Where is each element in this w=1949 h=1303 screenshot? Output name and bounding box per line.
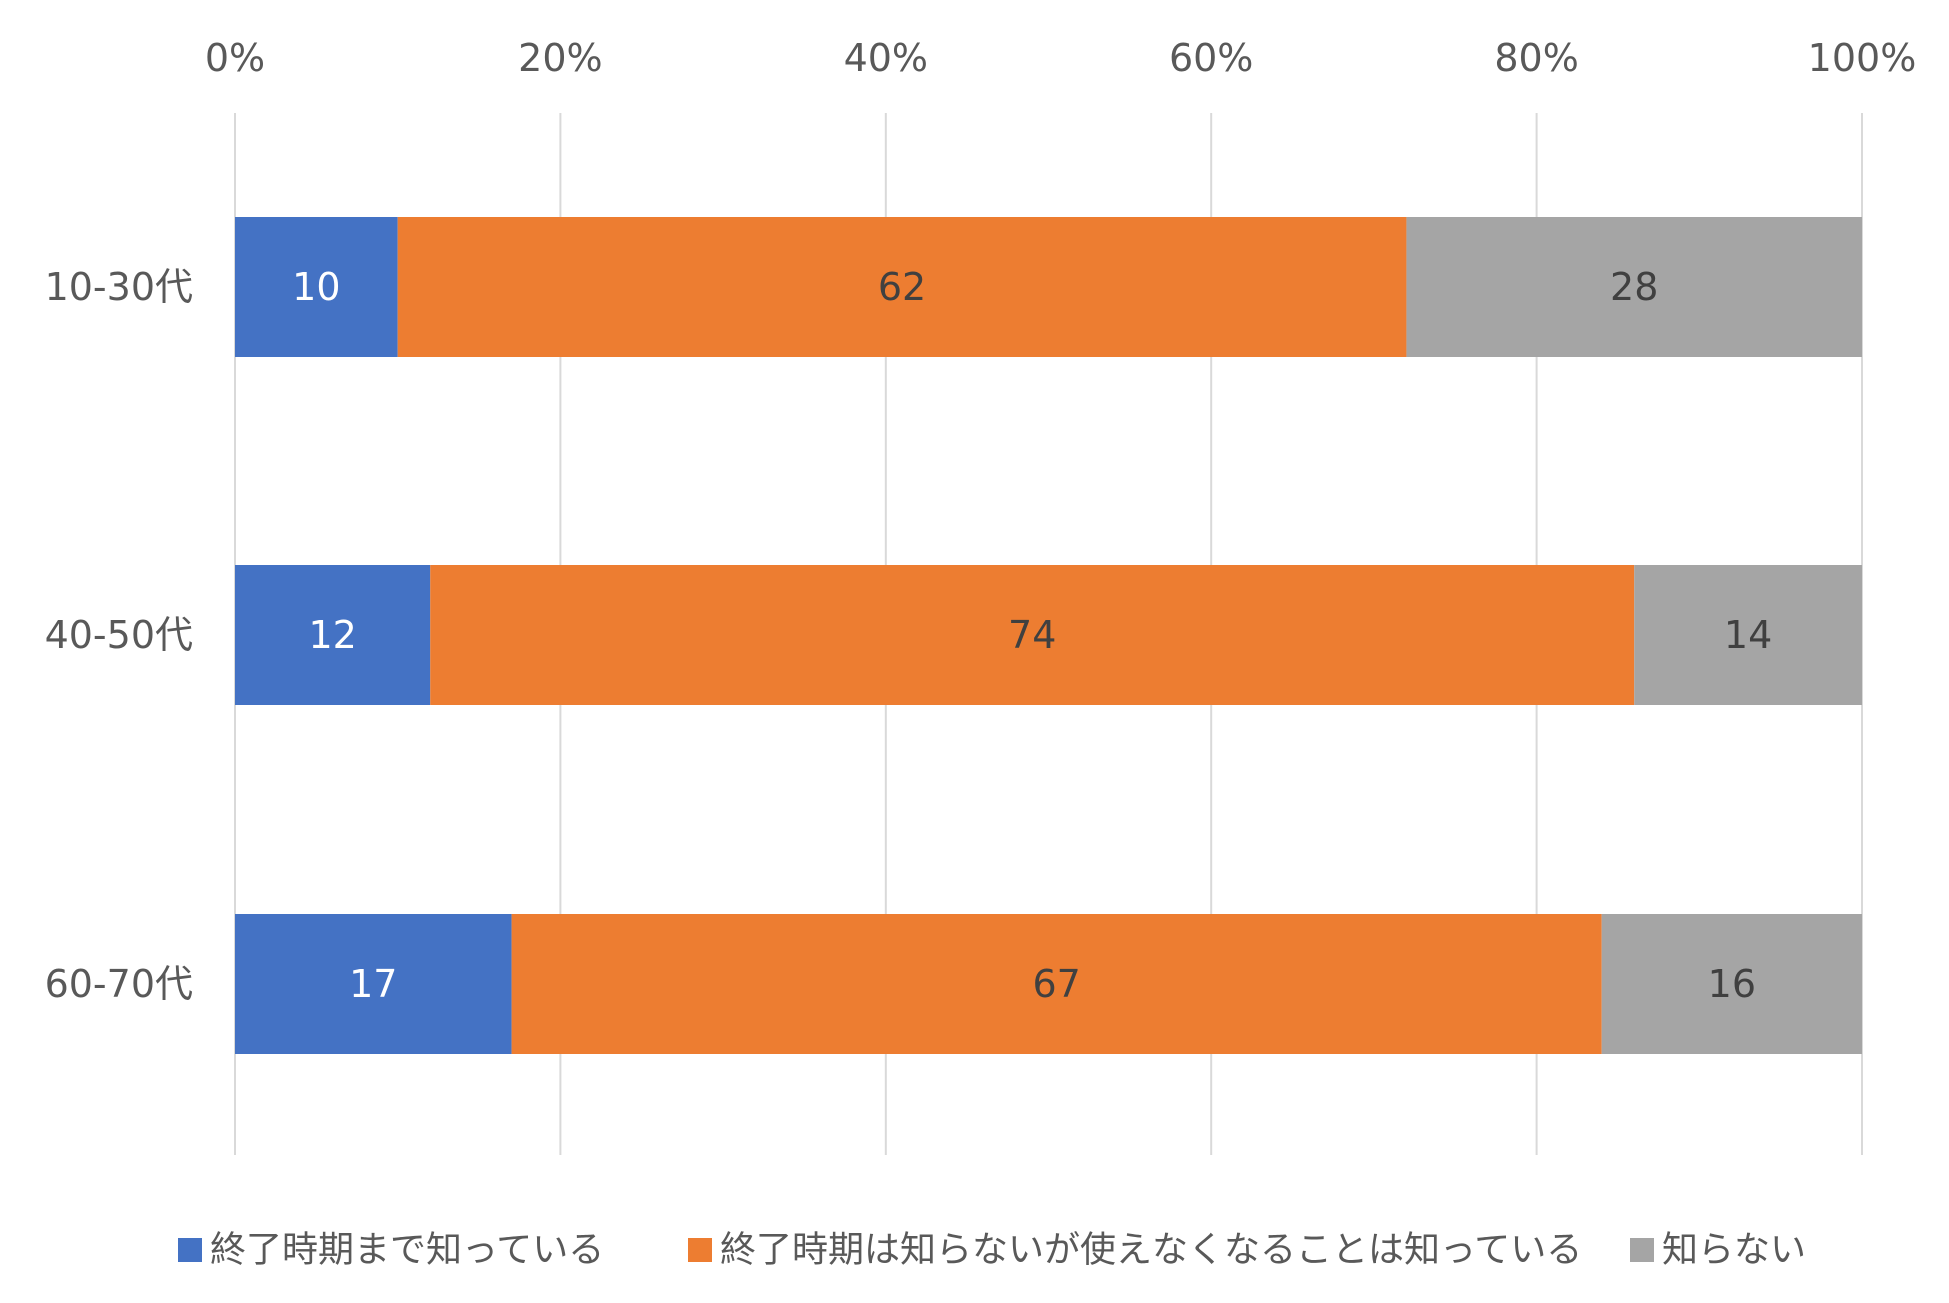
bar-segment-0-2 [1406,217,1862,357]
data-label-1-0: 12 [308,613,356,657]
data-label-2-2: 16 [1708,962,1756,1006]
data-label-0-1: 62 [878,265,926,309]
legend: 終了時期まで知っている 終了時期は知らないが使えなくなることは知っている 知らない [178,1230,1806,1271]
legend-label-0: 終了時期まで知っている [210,1230,604,1271]
legend-swatch-0 [178,1238,202,1262]
bar-segment-2-2 [1601,914,1862,1054]
x-tick-label-0: 0% [205,36,265,80]
data-label-0-2: 28 [1610,265,1658,309]
legend-label-1: 終了時期は知らないが使えなくなることは知っている [720,1230,1582,1271]
data-label-2-1: 67 [1032,962,1080,1006]
data-label-0-0: 10 [292,265,340,309]
data-label-1-2: 14 [1724,613,1772,657]
x-tick-label-5: 100% [1808,36,1917,80]
x-tick-label-1: 20% [518,36,602,80]
legend-swatch-2 [1630,1238,1654,1262]
y-axis-categories: 10-30代 40-50代 60-70代 [45,265,193,1006]
bars [235,217,1862,1054]
legend-item-2: 知らない [1630,1230,1806,1271]
bar-segment-1-0 [235,565,431,705]
category-label-2: 60-70代 [45,962,193,1006]
legend-swatch-1 [688,1238,712,1262]
legend-item-1: 終了時期は知らないが使えなくなることは知っている [688,1230,1582,1271]
x-tick-label-4: 80% [1494,36,1578,80]
legend-label-2: 知らない [1662,1230,1806,1271]
x-tick-label-3: 60% [1169,36,1253,80]
bar-segment-2-1 [511,914,1602,1054]
bar-segment-0-0 [235,217,398,357]
data-label-2-0: 17 [349,962,397,1006]
data-label-1-1: 74 [1008,613,1056,657]
data-labels: 10 62 28 12 74 14 17 67 16 [292,265,1772,1006]
category-label-1: 40-50代 [45,613,193,657]
category-label-0: 10-30代 [45,265,193,309]
bar-segment-0-1 [397,217,1407,357]
bar-segment-1-2 [1634,565,1862,705]
x-tick-label-2: 40% [844,36,928,80]
bar-segment-2-0 [235,914,512,1054]
legend-item-0: 終了時期まで知っている [178,1230,604,1271]
bar-segment-1-1 [430,565,1635,705]
x-axis-ticks: 0% 20% 40% 60% 80% 100% [205,36,1916,80]
